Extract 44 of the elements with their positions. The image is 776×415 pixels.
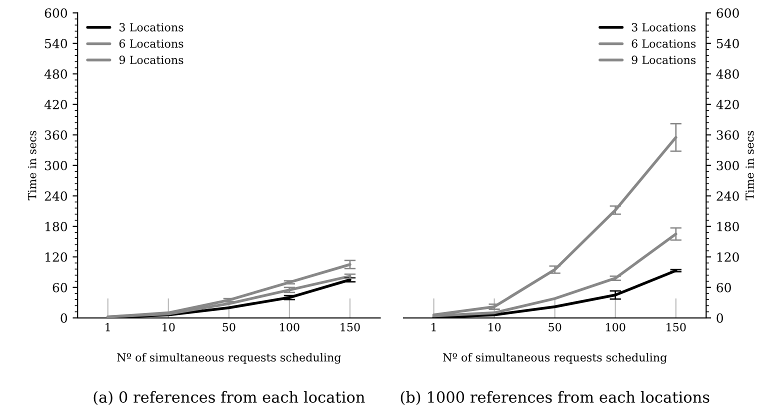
legend-label: 9 Locations [119, 56, 184, 64]
y2-tick-label: 360 [716, 130, 739, 140]
legend-label: 6 Locations [632, 39, 696, 48]
y-tick-label: 300 [44, 160, 68, 170]
y-tick-label: 540 [45, 38, 68, 48]
y-tick-label: 120 [46, 252, 68, 262]
x-tick-label: 10 [162, 322, 175, 332]
y2-tick-label: 240 [716, 191, 739, 201]
y2-tick-label: 60 [716, 282, 731, 292]
x-tick-label: 100 [606, 322, 626, 332]
text: (a) 0 references from each location [94, 391, 365, 405]
y-tick-label: 600 [44, 8, 68, 18]
y2-tick-label: 420 [716, 100, 739, 110]
y-axis-title: Time in secs [28, 130, 36, 200]
x-tick-label: 10 [488, 322, 501, 332]
y2-axis-title: Time in secs [746, 130, 754, 200]
y-tick-label: 360 [44, 130, 68, 140]
y2-tick-label: 540 [716, 38, 739, 48]
y-tick-label: 0 [60, 313, 68, 323]
x-tick-label: 1 [106, 322, 110, 332]
y2-tick-label: 480 [716, 69, 739, 79]
y-tick-label: 480 [44, 69, 68, 79]
x-tick-label: 50 [222, 322, 236, 332]
x-axis-title: Nº of simultaneous requests scheduling [117, 352, 341, 364]
x-tick-label: 150 [666, 322, 686, 332]
x-tick-label: 100 [280, 322, 300, 332]
y-tick-label: 180 [46, 222, 68, 232]
y2-tick-label: 0 [716, 313, 724, 323]
legend-label: 9 Locations [632, 56, 696, 64]
x-axis-title: Nº of simultaneous requests scheduling [443, 352, 667, 364]
legend-label: 3 Locations [120, 23, 184, 32]
text: (b) 1000 references from each locations [400, 391, 710, 405]
y2-tick-label: 600 [716, 8, 739, 18]
x-tick-label: 150 [340, 322, 360, 332]
y-tick-label: 420 [44, 100, 68, 110]
y2-tick-label: 300 [716, 160, 739, 170]
y2-tick-label: 180 [717, 222, 739, 232]
y-tick-label: 240 [44, 191, 68, 201]
y2-tick-label: 120 [717, 252, 739, 262]
x-tick-label: 1 [432, 322, 436, 332]
y-tick-label: 60 [52, 282, 68, 292]
x-tick-label: 50 [548, 322, 562, 332]
legend-label: 3 Locations [632, 23, 696, 32]
legend-label: 6 Locations [119, 39, 184, 48]
